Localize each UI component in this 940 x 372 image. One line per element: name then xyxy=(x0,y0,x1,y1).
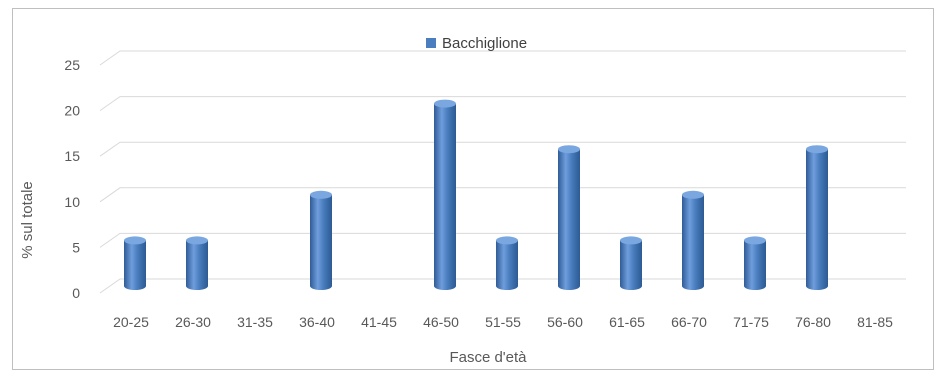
y-axis-ticks: 0 5 10 15 20 25 xyxy=(64,57,80,301)
bar-cap-36-40 xyxy=(310,190,332,199)
bar-cap-51-55 xyxy=(496,236,518,245)
bar-body-76-80 xyxy=(806,149,828,290)
bar-body-46-50 xyxy=(434,103,456,290)
bar-cap-20-25 xyxy=(124,236,146,245)
bar-cap-56-60 xyxy=(558,145,580,154)
y-tick-label: 0 xyxy=(72,285,80,301)
bars xyxy=(124,99,828,290)
y-tick-label: 15 xyxy=(64,148,80,164)
y-tick-label: 25 xyxy=(64,57,80,73)
bar-body-51-55 xyxy=(496,240,518,290)
bar-61-65 xyxy=(620,236,642,290)
x-tick-label-76-80: 76-80 xyxy=(795,314,831,330)
gridline-20 xyxy=(99,96,906,112)
bar-36-40 xyxy=(310,190,332,290)
x-tick-label-31-35: 31-35 xyxy=(237,314,273,330)
bar-body-56-60 xyxy=(558,149,580,290)
x-axis-ticks: 20-25 26-30 31-35 36-40 41-45 46-50 51-55 56-60… xyxy=(113,314,893,330)
bar-76-80 xyxy=(806,145,828,290)
y-axis-title: % sul totale xyxy=(19,181,36,259)
bar-cap-26-30 xyxy=(186,236,208,245)
bar-body-20-25 xyxy=(124,240,146,290)
legend: Bacchiglione xyxy=(426,35,527,52)
bar-body-66-70 xyxy=(682,194,704,290)
legend-label-bacchiglione: Bacchiglione xyxy=(442,35,527,52)
bar-body-26-30 xyxy=(186,240,208,290)
bar-26-30 xyxy=(186,236,208,290)
bar-66-70 xyxy=(682,190,704,290)
x-tick-label-56-60: 56-60 xyxy=(547,314,583,330)
bar-cap-46-50 xyxy=(434,99,456,108)
bar-body-36-40 xyxy=(310,194,332,290)
bar-20-25 xyxy=(124,236,146,290)
chart-frame xyxy=(12,8,934,370)
x-tick-label-66-70: 66-70 xyxy=(671,314,707,330)
y-tick-label: 20 xyxy=(64,103,80,119)
legend-swatch-bacchiglione xyxy=(426,38,436,48)
x-tick-label-61-65: 61-65 xyxy=(609,314,645,330)
bar-body-71-75 xyxy=(744,240,766,290)
x-tick-label-46-50: 46-50 xyxy=(423,314,459,330)
bar-cap-76-80 xyxy=(806,145,828,154)
x-tick-label-20-25: 20-25 xyxy=(113,314,149,330)
bar-cap-61-65 xyxy=(620,236,642,245)
x-tick-label-71-75: 71-75 xyxy=(733,314,769,330)
x-tick-label-51-55: 51-55 xyxy=(485,314,521,330)
bar-cap-66-70 xyxy=(682,190,704,199)
gridlines xyxy=(99,50,906,294)
gridline-5 xyxy=(99,232,906,248)
bar-cap-71-75 xyxy=(744,236,766,245)
x-axis-title: Fasce d'età xyxy=(449,349,527,366)
gridline-0 xyxy=(99,278,906,294)
bar-56-60 xyxy=(558,145,580,290)
gridline-25 xyxy=(99,50,906,66)
bar-71-75 xyxy=(744,236,766,290)
x-tick-label-81-85: 81-85 xyxy=(857,314,893,330)
bar-body-61-65 xyxy=(620,240,642,290)
bar-46-50 xyxy=(434,99,456,290)
y-tick-label: 10 xyxy=(64,194,80,210)
gridline-10 xyxy=(99,187,906,203)
x-tick-label-41-45: 41-45 xyxy=(361,314,397,330)
gridline-15 xyxy=(99,141,906,157)
x-tick-label-26-30: 26-30 xyxy=(175,314,211,330)
bar-51-55 xyxy=(496,236,518,290)
x-tick-label-36-40: 36-40 xyxy=(299,314,335,330)
y-tick-label: 5 xyxy=(72,239,80,255)
